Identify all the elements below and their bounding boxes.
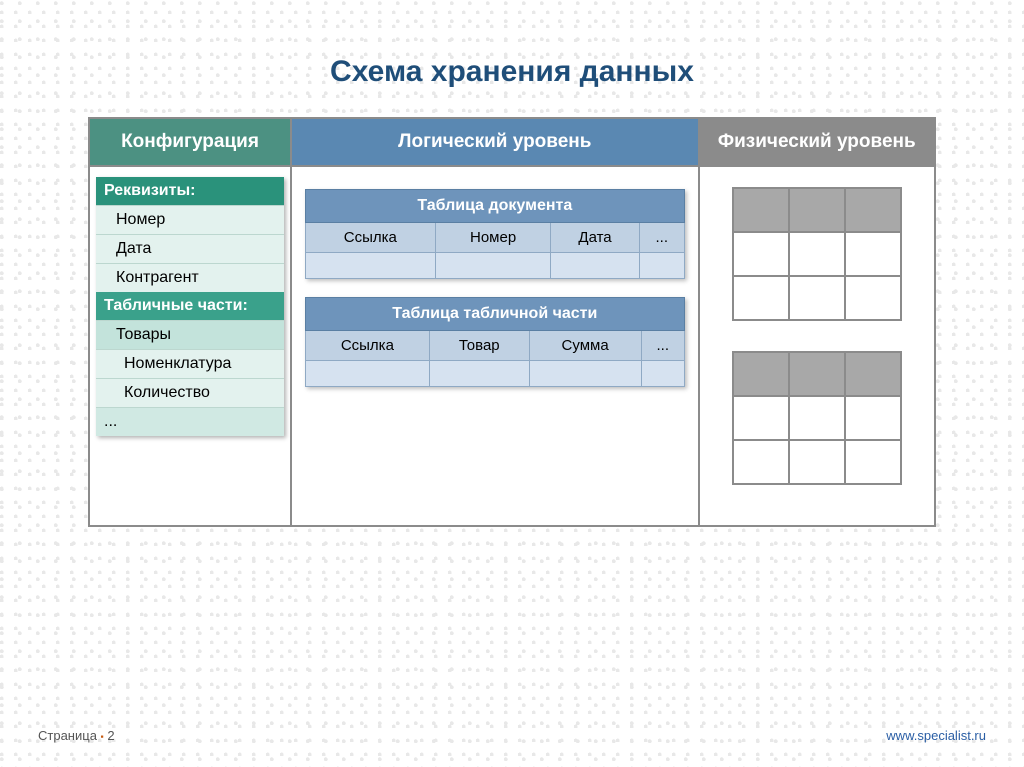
ltable2-col: Ссылка [305,331,429,361]
logical-table-2: Таблица табличной части Ссылка Товар Сум… [305,297,685,387]
cfg-section2-title: Табличные части: [96,292,284,320]
cfg-ellipsis: ... [96,407,284,436]
cfg-subitem: Номенклатура [96,349,284,378]
footer-page: Страница ▪ 2 [38,728,115,743]
config-panel: Реквизиты: Номер Дата Контрагент Табличн… [96,177,284,436]
cfg-item: Дата [96,234,284,263]
phys-grid-2 [732,351,902,485]
cfg-item: Контрагент [96,263,284,292]
ltable1-title: Таблица документа [305,190,684,223]
config-cell: Реквизиты: Номер Дата Контрагент Табличн… [89,166,291,526]
ltable1-col: ... [639,223,684,253]
col-header-physical: Физический уровень [699,118,935,166]
col-header-config: Конфигурация [89,118,291,166]
phys-grid-1 [732,187,902,321]
cfg-section1-title: Реквизиты: [96,177,284,205]
cfg-item: Номер [96,205,284,234]
slide-title: Схема хранения данных [0,0,1024,117]
logical-cell: Таблица документа Ссылка Номер Дата ... … [291,166,699,526]
ltable1-col: Ссылка [305,223,435,253]
ltable2-title: Таблица табличной части [305,298,684,331]
ltable1-col: Номер [435,223,551,253]
schema-table: Конфигурация Логический уровень Физическ… [88,117,936,527]
physical-cell [699,166,935,526]
footer-url: www.specialist.ru [886,728,986,743]
cfg-item: Товары [96,320,284,349]
ltable2-col: ... [641,331,684,361]
ltable1-col: Дата [551,223,639,253]
logical-table-1: Таблица документа Ссылка Номер Дата ... [305,189,685,279]
col-header-logical: Логический уровень [291,118,699,166]
cfg-subitem: Количество [96,378,284,407]
ltable2-col: Сумма [529,331,641,361]
ltable2-col: Товар [429,331,529,361]
footer: Страница ▪ 2 www.specialist.ru [0,728,1024,743]
